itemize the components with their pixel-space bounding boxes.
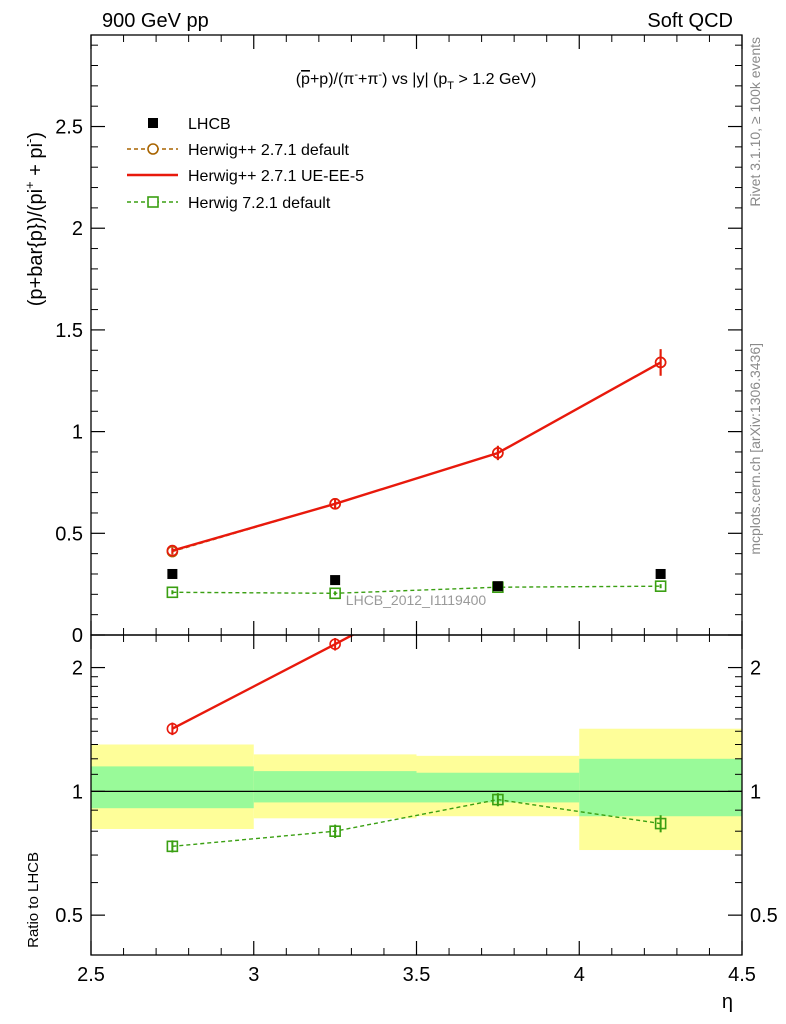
herwigpp-ueee5-series-point [166, 544, 179, 557]
x-axis-label: η [722, 991, 733, 1013]
legend-entry-lhcb: LHCB [148, 116, 231, 133]
ratio-y-tick-label: 1 [72, 781, 83, 803]
legend-marker-filled-square [148, 118, 158, 128]
ratio-herwigpp-ueee5-series-point [493, 553, 503, 563]
ratio-inner-uncertainty-band [253, 771, 417, 803]
main-y-axis-label: (p+bar{p})/(pi+ + pi-) [22, 132, 47, 306]
herwigpp-ueee5-series-point [654, 356, 667, 369]
x-tick-label: 3.5 [403, 964, 431, 986]
main-panel: 0 0.5 1 1.5 2 2.5 [55, 34, 743, 647]
legend: LHCB Herwig++ 2.7.1 default Herwig++ 2.7… [127, 116, 364, 212]
ratio-y-tick-label: 2 [72, 658, 83, 680]
lhcb-data-series-point [330, 575, 341, 586]
legend-marker-open-circle [147, 143, 159, 155]
herwig7-series-point [329, 587, 341, 600]
header-right-label: Soft QCD [647, 10, 733, 32]
ratio-herwig7-series-point [492, 793, 504, 806]
legend-label-herwigpp-ueee5: Herwig++ 2.7.1 UE-EE-5 [188, 168, 364, 185]
header-left-label: 900 GeV pp [102, 10, 209, 32]
herwigpp-ueee5-series-line [172, 361, 662, 552]
ratio-y-axis-label: Ratio to LHCB [25, 852, 42, 948]
ratio-inner-uncertainty-band [579, 758, 742, 817]
main-panel-marks [166, 349, 667, 600]
main-y-tick-label: 0 [72, 625, 83, 647]
herwigpp-ueee5-series-point [329, 498, 341, 510]
x-tick-label: 2.5 [77, 964, 105, 986]
main-y-tick-label: 2 [72, 218, 83, 240]
legend-label-herwigpp-default: Herwig++ 2.7.1 default [188, 142, 350, 159]
ratio-panel-marks [91, 518, 742, 853]
main-y-tick-label: 0.5 [55, 523, 83, 545]
ratio-y-tick-label-right: 0.5 [750, 905, 778, 927]
herwigpp-ueee5-series-point [492, 447, 504, 459]
legend-label-herwig7: Herwig 7.2.1 default [188, 195, 331, 212]
lhcb-data-series-point [167, 568, 178, 579]
ratio-herwig7-series-line [172, 798, 661, 848]
rivet-version-label: Rivet 3.1.10, ≥ 100k events [747, 37, 763, 207]
ratio-y-tick-label: 0.5 [55, 905, 83, 927]
mcplots-reference-label: mcplots.cern.ch [arXiv:1306.3436] [747, 343, 763, 555]
analysis-watermark: LHCB_2012_I1119400 [346, 592, 487, 608]
herwig7-series-line [172, 585, 661, 595]
ratio-panel: 0.5 0.5 1 1 2 2 2.5 3 3.5 4 4.5 [55, 518, 778, 986]
herwig7-series-point [166, 586, 179, 599]
ratio-panel-axes: 0.5 0.5 1 1 2 2 2.5 3 3.5 4 4.5 [55, 635, 778, 986]
lhcb-data-series-point [492, 581, 503, 592]
ratio-y-tick-label-right: 2 [750, 658, 761, 680]
lhcb-data-series-point [655, 568, 666, 579]
legend-marker-open-square [147, 196, 159, 208]
ratio-y-tick-label-right: 1 [750, 781, 761, 803]
ratio-herwigpp-ueee5-series-point [329, 638, 341, 650]
x-tick-label: 4 [574, 964, 585, 986]
ratio-herwigpp-ueee5-series-point [656, 518, 666, 528]
ratio-herwigpp-ueee5-series-point [166, 722, 179, 735]
main-y-tick-label: 2.5 [55, 117, 83, 139]
legend-entry-herwig7: Herwig 7.2.1 default [127, 195, 331, 212]
x-tick-label: 4.5 [728, 964, 756, 986]
main-y-tick-label: 1.5 [55, 320, 83, 342]
ratio-herwig7-series-point [166, 840, 179, 853]
legend-label-lhcb: LHCB [188, 116, 231, 133]
x-tick-label: 3 [248, 964, 259, 986]
main-y-tick-label: 1 [72, 422, 83, 444]
ratio-herwig7-series-point [329, 825, 341, 838]
herwig7-series-point [654, 580, 667, 592]
ratio-panel-frame [90, 634, 743, 956]
ratio-inner-uncertainty-band [91, 766, 254, 809]
herwigpp-default-series-line [172, 361, 661, 553]
plot-title: (p+p)/(π-+π-) vs |y| (pT > 1.2 GeV) [296, 69, 537, 92]
legend-entry-herwigpp-default: Herwig++ 2.7.1 default [127, 142, 350, 159]
ratio-herwig7-series-point [654, 817, 667, 830]
main-panel-axes: 0 0.5 1 1.5 2 2.5 [55, 35, 743, 647]
legend-entry-herwigpp-ueee5: Herwig++ 2.7.1 UE-EE-5 [127, 168, 364, 185]
ratio-herwigpp-ueee5-series-line [171, 635, 355, 730]
